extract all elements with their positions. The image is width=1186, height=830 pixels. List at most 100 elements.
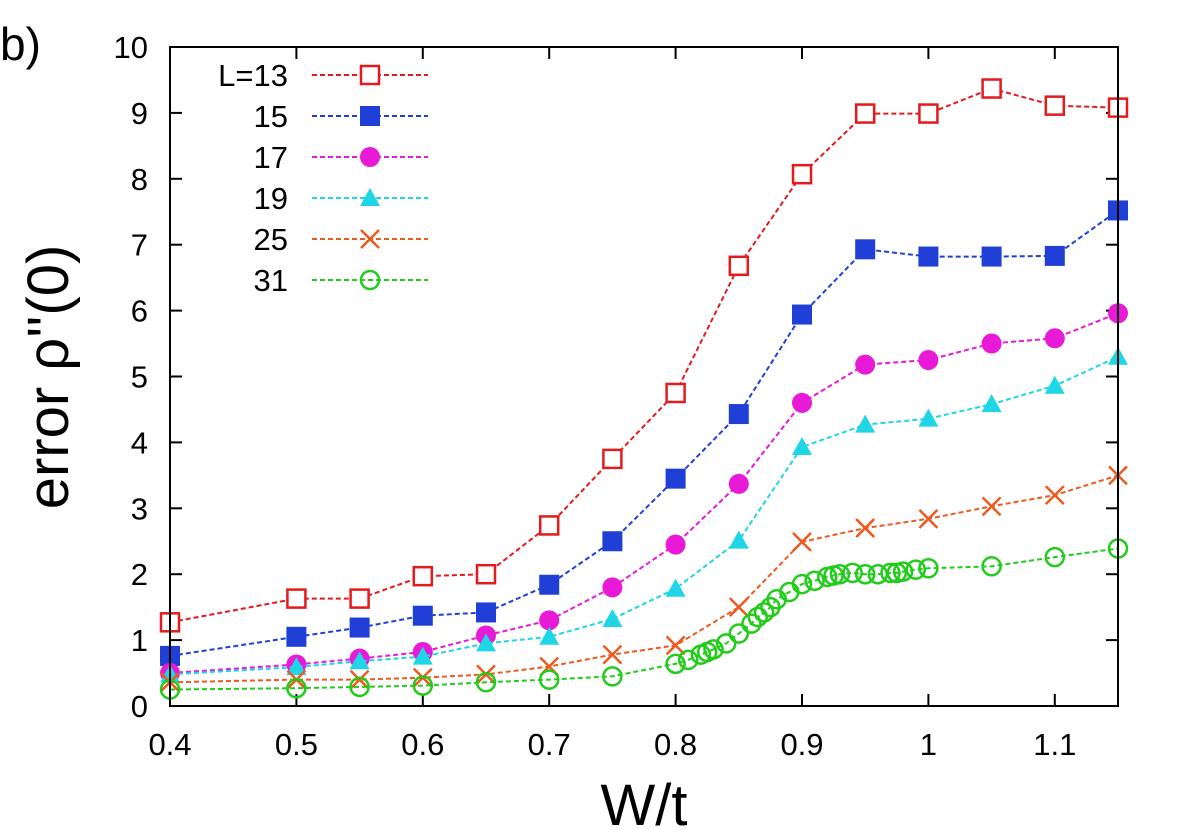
legend-label: 15 — [254, 99, 288, 134]
data-point — [918, 408, 939, 427]
series-line — [169, 312, 1119, 674]
legend-marker — [360, 229, 380, 249]
data-point — [981, 78, 1002, 99]
data-point — [792, 532, 812, 552]
data-point — [728, 597, 749, 618]
data-point — [981, 333, 1002, 354]
series-4 — [160, 465, 1128, 693]
data-point — [747, 606, 769, 628]
series-line — [169, 355, 1119, 676]
data-point — [665, 534, 686, 555]
data-point — [728, 623, 750, 644]
data-point — [349, 676, 370, 698]
panel-label: b) — [0, 18, 41, 70]
plot-frame — [169, 46, 1119, 707]
y-axis-label: error ρ''(0) — [16, 245, 81, 510]
series-3 — [160, 346, 1128, 683]
data-point — [854, 563, 876, 585]
data-point — [855, 239, 876, 260]
x-tick-label: 0.8 — [654, 727, 697, 762]
data-point — [665, 382, 686, 404]
y-tick-label: 8 — [131, 162, 148, 197]
data-point — [602, 666, 623, 687]
data-point — [918, 103, 939, 124]
data-point — [349, 588, 370, 609]
data-point — [981, 394, 1002, 413]
series-line — [169, 547, 1119, 691]
data-point — [1044, 328, 1065, 349]
data-point — [792, 392, 812, 413]
data-point — [475, 563, 497, 585]
legend-marker — [359, 269, 381, 291]
axis-ticks: 0.4 0.5 0.6 0.7 0.8 0.9 1 1.1 0 1 2 3 4 5 6 7 8 9 10 — [114, 30, 1118, 762]
data-point — [665, 578, 686, 597]
y-tick-label: 0 — [131, 689, 148, 724]
series-0 — [159, 78, 1129, 633]
y-tick-label: 6 — [131, 294, 148, 329]
data-point — [286, 677, 307, 699]
data-point — [829, 563, 851, 585]
data-point — [728, 473, 749, 494]
series-2 — [160, 303, 1128, 684]
data-point — [412, 646, 433, 665]
data-point — [918, 558, 939, 579]
x-axis-label: W/t — [601, 773, 688, 830]
data-point — [476, 602, 496, 623]
data-point — [1044, 245, 1065, 266]
data-point — [1044, 375, 1065, 394]
y-tick-label: 2 — [131, 557, 148, 592]
data-point — [905, 559, 927, 580]
y-tick-label: 3 — [131, 491, 148, 526]
series-5 — [159, 538, 1129, 700]
data-point — [539, 610, 560, 631]
data-point — [855, 414, 876, 433]
data-point — [349, 651, 370, 670]
data-point — [602, 609, 623, 628]
data-point — [981, 496, 1002, 517]
data-point — [412, 565, 434, 587]
data-point — [538, 669, 560, 690]
data-point — [791, 163, 813, 185]
data-point — [665, 653, 686, 675]
legend-marker — [359, 64, 381, 86]
legend-marker — [360, 188, 380, 206]
series-layer — [159, 78, 1129, 700]
data-point — [842, 562, 863, 584]
data-point — [349, 617, 370, 638]
data-point — [286, 588, 307, 609]
data-point — [665, 468, 686, 489]
data-point — [728, 255, 750, 277]
data-point — [665, 635, 686, 656]
y-tick-label: 7 — [131, 228, 148, 263]
data-point — [349, 669, 370, 690]
y-tick-label: 4 — [131, 425, 148, 460]
data-point — [854, 103, 876, 124]
x-tick-label: 0.6 — [401, 727, 444, 762]
legend-label: 17 — [254, 140, 288, 175]
series-line — [169, 209, 1119, 657]
data-point — [412, 605, 433, 626]
x-tick-label: 0.9 — [780, 727, 823, 762]
data-point — [804, 570, 825, 592]
series-1 — [160, 200, 1128, 666]
data-point — [539, 626, 560, 645]
y-tick-label: 1 — [131, 623, 148, 658]
y-tick-label: 10 — [114, 30, 148, 65]
data-point — [602, 577, 623, 598]
data-point — [728, 530, 749, 549]
data-point — [981, 246, 1002, 267]
data-point — [792, 304, 812, 325]
y-tick-label: 9 — [131, 96, 148, 131]
x-tick-label: 0.4 — [148, 727, 191, 762]
data-point — [1044, 95, 1066, 116]
x-tick-label: 1.1 — [1033, 727, 1076, 762]
data-point — [602, 448, 623, 470]
data-point — [753, 602, 775, 623]
data-point — [1044, 485, 1065, 506]
legend-label: 19 — [254, 181, 288, 216]
series-line — [169, 87, 1119, 624]
legend-label: L=13 — [218, 58, 288, 93]
data-point — [715, 633, 737, 654]
data-point — [602, 644, 623, 665]
